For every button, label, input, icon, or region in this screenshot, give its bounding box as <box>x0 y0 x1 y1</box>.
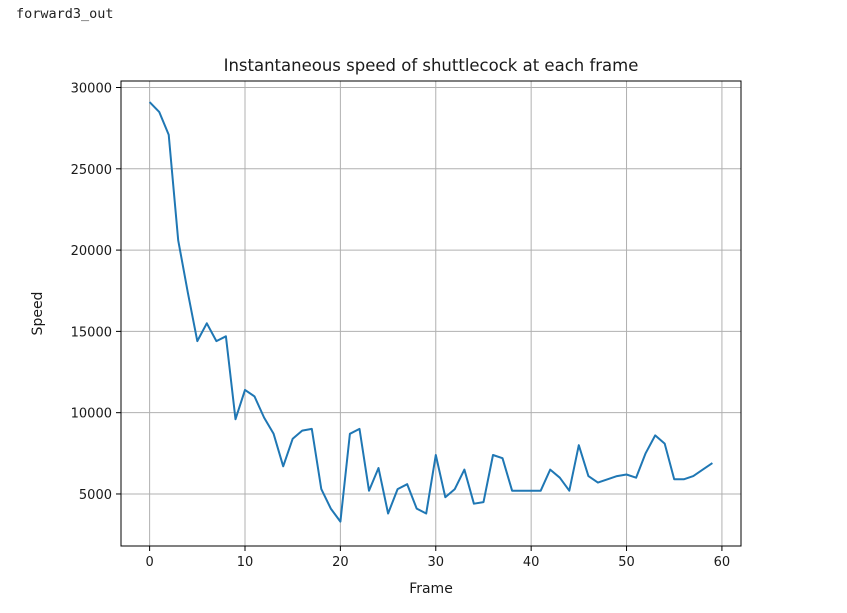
y-tick-label: 25000 <box>71 163 112 178</box>
cell-output-label: forward3_out <box>16 6 114 22</box>
speed-series-line <box>148 101 713 523</box>
chart-title: Instantaneous speed of shuttlecock at ea… <box>224 56 639 75</box>
y-tick-label: 10000 <box>71 407 112 422</box>
y-tick-label: 5000 <box>79 488 112 503</box>
x-axis: 0 10 20 30 40 50 60 <box>145 546 730 570</box>
plot-area <box>148 101 713 523</box>
x-tick-label: 0 <box>145 555 153 570</box>
x-tick-label: 10 <box>237 555 254 570</box>
y-tick-label: 20000 <box>71 244 112 259</box>
x-tick-label: 40 <box>523 555 540 570</box>
y-axis: 5000 10000 15000 20000 25000 30000 <box>71 82 121 503</box>
x-axis-label: Frame <box>409 581 453 597</box>
x-tick-label: 30 <box>427 555 444 570</box>
y-tick-label: 15000 <box>71 325 112 340</box>
x-tick-label: 20 <box>332 555 349 570</box>
x-tick-label: 50 <box>618 555 635 570</box>
y-tick-label: 30000 <box>71 82 112 97</box>
plot-frame <box>120 80 742 547</box>
x-tick-label: 60 <box>714 555 731 570</box>
chart-gridlines <box>121 81 741 546</box>
y-axis-label: Speed <box>30 292 46 336</box>
